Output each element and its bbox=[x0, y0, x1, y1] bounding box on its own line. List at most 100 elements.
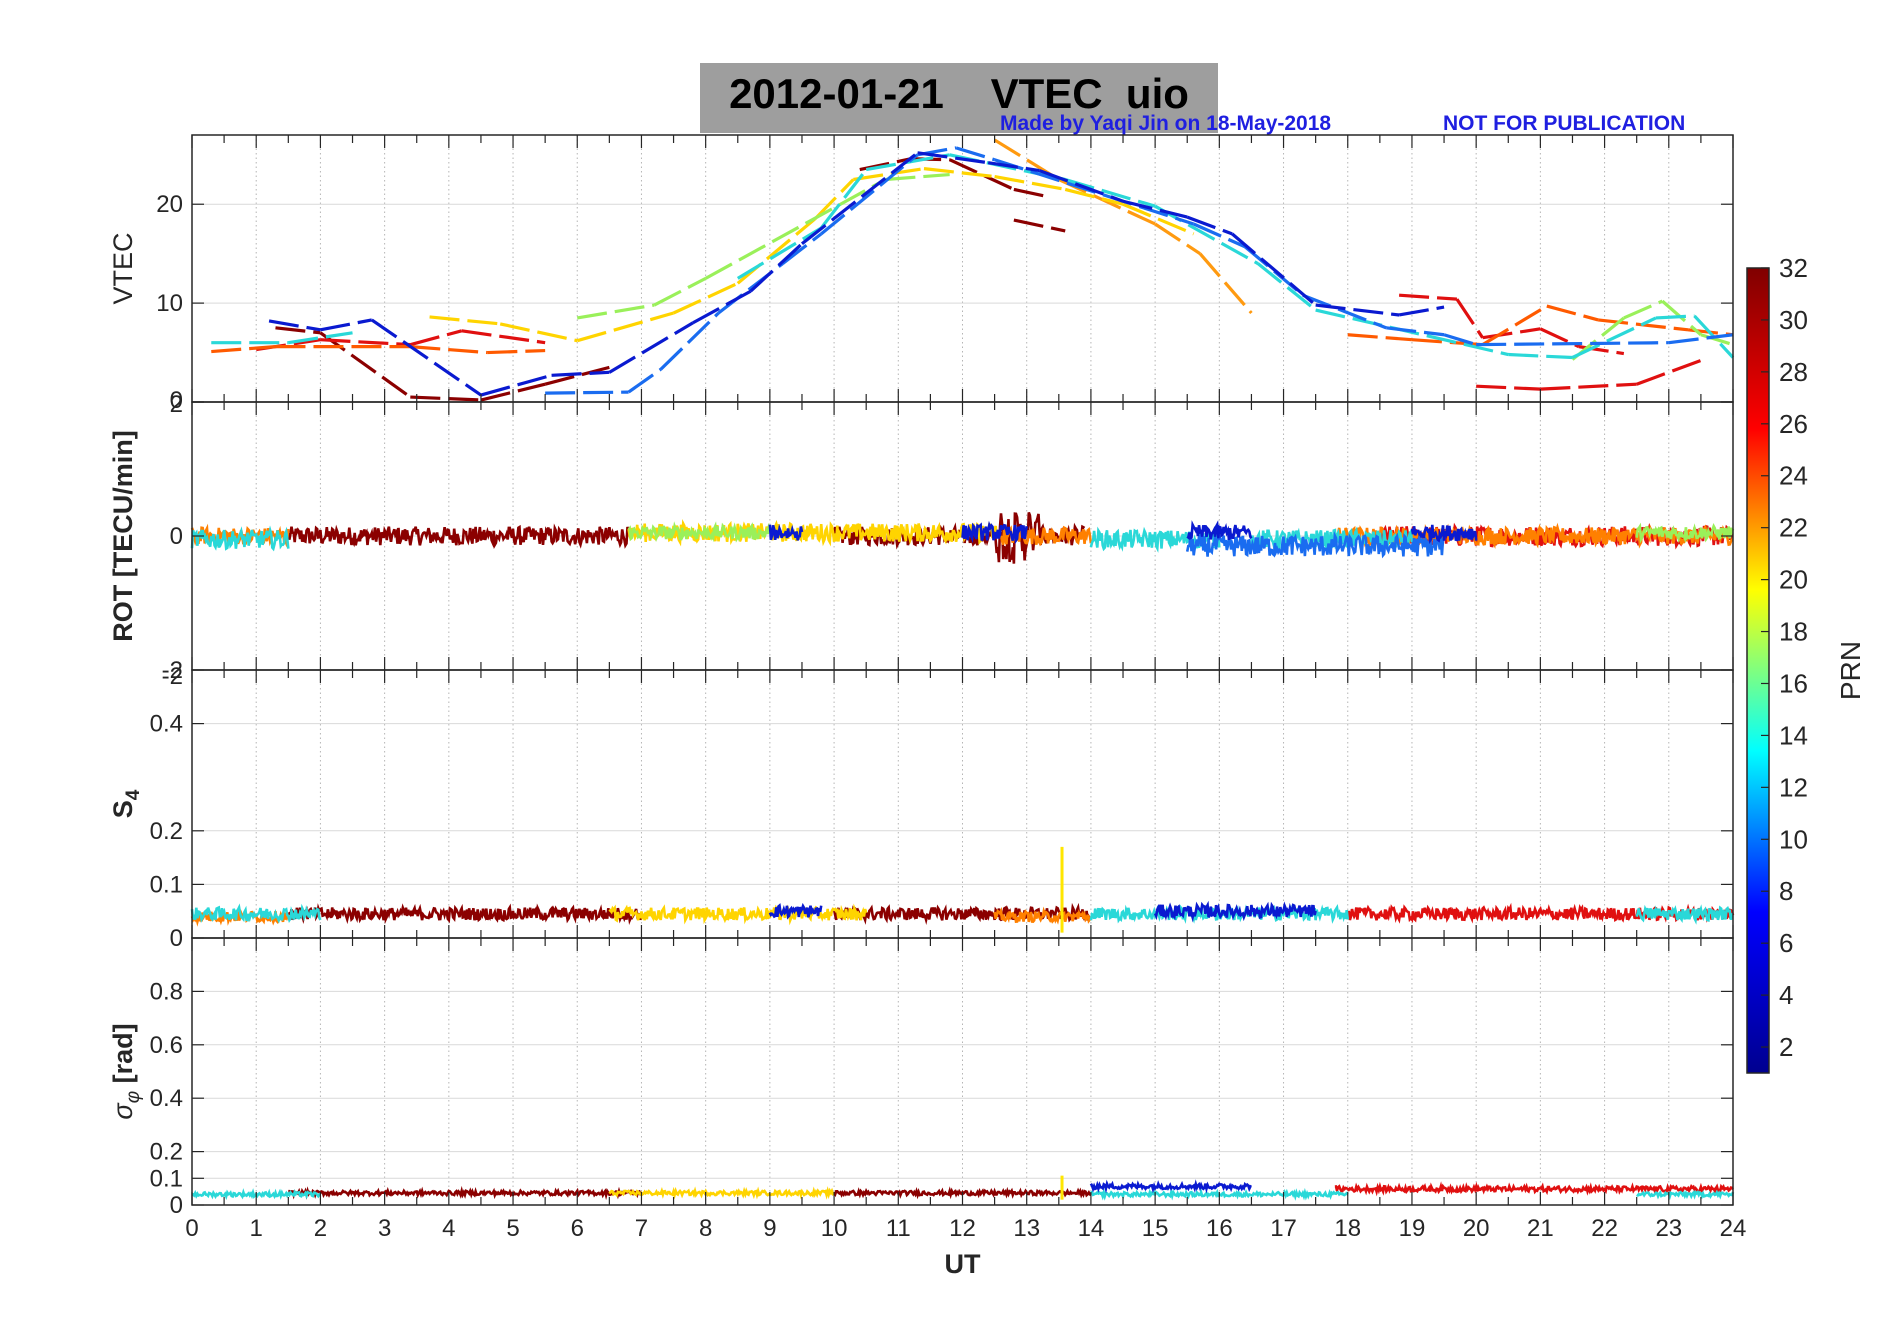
x-tick-label: 23 bbox=[1655, 1215, 1682, 1242]
colorbar-tick-label: 20 bbox=[1779, 565, 1808, 595]
colorbar-tick-label: 2 bbox=[1779, 1032, 1793, 1062]
x-tick-label: 7 bbox=[635, 1215, 648, 1242]
y-tick-label: 0 bbox=[170, 925, 183, 952]
y-tick-label: 0.4 bbox=[150, 1085, 183, 1112]
vtec-segment bbox=[320, 318, 373, 332]
x-tick-label: 13 bbox=[1013, 1215, 1040, 1242]
s4-trace bbox=[1153, 900, 1317, 923]
vtec-segment bbox=[1198, 252, 1253, 315]
rot-trace bbox=[190, 525, 290, 552]
sigma-trace bbox=[1089, 1179, 1252, 1194]
s4-trace bbox=[1635, 904, 1734, 925]
x-tick-label: 14 bbox=[1078, 1215, 1105, 1242]
s4-trace bbox=[287, 903, 643, 926]
x-tick-label: 3 bbox=[378, 1215, 391, 1242]
colorbar-bar bbox=[1746, 267, 1770, 1074]
series-group-vtec bbox=[211, 138, 1735, 402]
credit-text: Made by Yaqi Jin on 18-May-2018 bbox=[1000, 112, 1332, 135]
colorbar-tick-label: 22 bbox=[1779, 513, 1808, 543]
vtec-segment bbox=[268, 319, 321, 332]
vtec-segment bbox=[1700, 333, 1734, 347]
vtec-segment bbox=[320, 338, 411, 347]
axes-frame bbox=[191, 669, 1734, 939]
vtec-segment bbox=[1546, 304, 1599, 322]
vtec-segment bbox=[1154, 222, 1201, 256]
x-tick-label: 24 bbox=[1720, 1215, 1747, 1242]
vtec-segment bbox=[923, 167, 995, 179]
x-tick-label: 2 bbox=[314, 1215, 327, 1242]
colorbar-tick-label: 32 bbox=[1779, 253, 1808, 283]
vtec-segment bbox=[211, 345, 276, 354]
figure-title: 2012-01-21 VTEC uio bbox=[729, 70, 1189, 117]
rot-trace bbox=[1314, 531, 1445, 559]
colorbar-tick-label: 18 bbox=[1779, 617, 1808, 647]
s4-trace bbox=[993, 906, 1093, 925]
vtec-segment bbox=[1476, 384, 1541, 391]
y-tick-label: -2 bbox=[162, 657, 183, 684]
vtec-segment bbox=[1540, 382, 1637, 391]
vtec-segment bbox=[1655, 314, 1695, 320]
vtec-segment bbox=[704, 178, 887, 280]
vtec-segment bbox=[819, 168, 868, 229]
vtec-segment bbox=[1013, 187, 1047, 198]
y-tick-label: 0.1 bbox=[150, 871, 183, 898]
y-tick-label: 10 bbox=[156, 290, 183, 317]
vtec-segment bbox=[820, 153, 919, 236]
vtec-segment bbox=[1154, 204, 1259, 265]
y-tick-label: 0.8 bbox=[150, 978, 183, 1005]
vtec-segment bbox=[461, 329, 546, 345]
vtec-segment bbox=[545, 390, 629, 395]
y-tick-label: 2 bbox=[170, 391, 183, 418]
axes-frame bbox=[191, 134, 1734, 403]
rot-trace bbox=[1185, 533, 1317, 558]
vtec-segment bbox=[948, 158, 1015, 191]
vtec-segment bbox=[987, 161, 1040, 173]
panel-sigma: 00.10.2 0.4 0.6 0.8σφ [rad] bbox=[108, 937, 1735, 1219]
title-background bbox=[700, 63, 1218, 133]
vtec-segment bbox=[288, 331, 353, 345]
vtec-segment bbox=[736, 217, 816, 285]
rot-trace bbox=[1410, 524, 1478, 545]
rot-trace bbox=[768, 523, 804, 541]
vtec-segment bbox=[885, 172, 950, 182]
x-tick-label: 20 bbox=[1463, 1215, 1490, 1242]
vtec-segment bbox=[653, 276, 707, 307]
rot-trace bbox=[832, 511, 1086, 564]
x-tick-label: 15 bbox=[1142, 1215, 1169, 1242]
vtec-segment bbox=[480, 382, 546, 402]
sigma-trace bbox=[288, 1185, 642, 1201]
s4-trace bbox=[608, 903, 868, 926]
vtec-segment bbox=[955, 146, 996, 162]
colorbar-tick-label: 24 bbox=[1779, 461, 1808, 491]
vtec-segment bbox=[1302, 293, 1387, 330]
sigma-trace bbox=[1636, 1189, 1735, 1201]
colorbar-tick-label: 16 bbox=[1779, 668, 1808, 698]
vtec-segment bbox=[800, 151, 919, 246]
vtec-segment bbox=[487, 348, 546, 355]
x-tick-label: 8 bbox=[699, 1215, 712, 1242]
vtec-segment bbox=[1482, 327, 1541, 340]
rot-trace bbox=[287, 523, 630, 550]
colorbar-tick-label: 26 bbox=[1779, 409, 1808, 439]
vtec-segment bbox=[781, 232, 823, 265]
vtec-segment bbox=[410, 395, 482, 402]
vtec-segment bbox=[1508, 352, 1573, 360]
x-tick-label: 0 bbox=[185, 1215, 198, 1242]
sigma-trace bbox=[1334, 1181, 1734, 1197]
vtec-segment bbox=[692, 289, 752, 325]
x-tick-label: 19 bbox=[1399, 1215, 1426, 1242]
vtec-segment bbox=[736, 226, 823, 280]
vtec-segment bbox=[1064, 187, 1124, 206]
rot-trace bbox=[961, 520, 1028, 545]
y-tick-label: 0 bbox=[170, 1192, 183, 1219]
series-group-rot bbox=[190, 511, 1735, 564]
s4-trace bbox=[768, 902, 823, 920]
axes-frame bbox=[191, 937, 1734, 1206]
y-tick-label: 0 bbox=[170, 387, 183, 414]
sigma-trace bbox=[608, 1186, 835, 1200]
vtec-segment bbox=[1399, 293, 1458, 301]
vtec-segment bbox=[1623, 299, 1664, 320]
vtec-segment bbox=[608, 321, 694, 374]
panel-vtec: 0 10 20 VTEC bbox=[108, 134, 1735, 414]
